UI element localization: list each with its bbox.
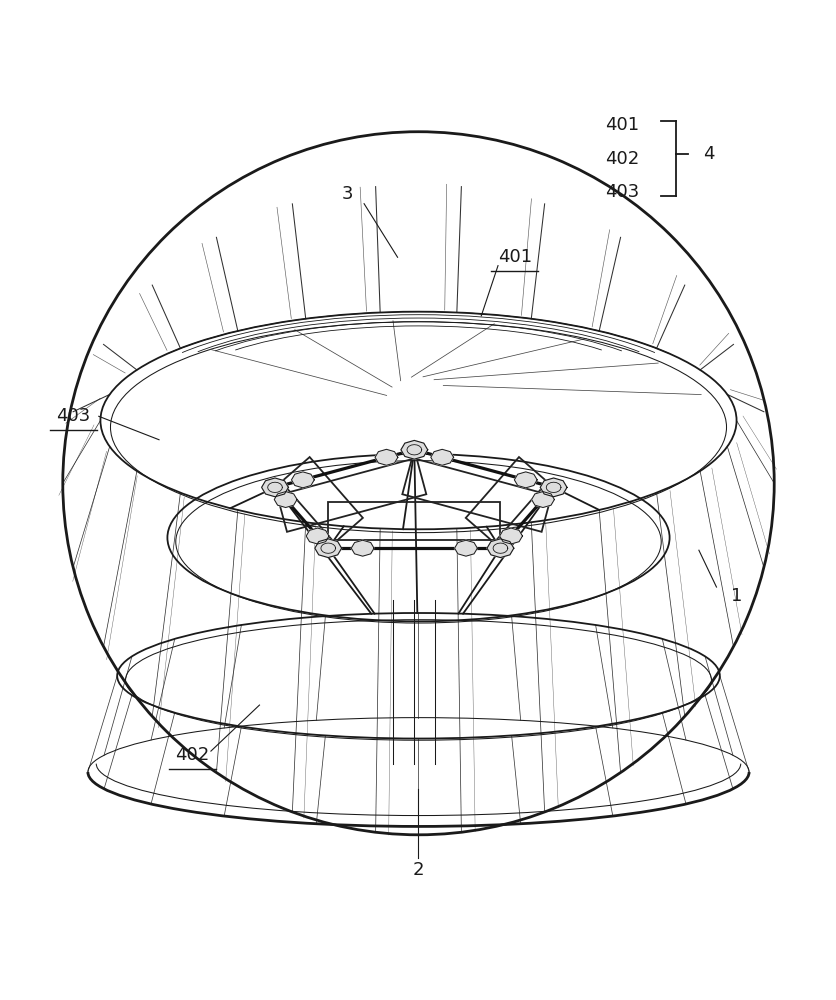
Polygon shape bbox=[400, 440, 427, 459]
Text: 401: 401 bbox=[497, 248, 531, 266]
Text: 401: 401 bbox=[604, 116, 638, 134]
Text: 403: 403 bbox=[604, 183, 638, 201]
Polygon shape bbox=[306, 528, 329, 544]
Polygon shape bbox=[531, 492, 553, 508]
Text: 402: 402 bbox=[176, 746, 209, 764]
Polygon shape bbox=[499, 528, 522, 544]
Polygon shape bbox=[375, 449, 397, 465]
Polygon shape bbox=[314, 539, 341, 558]
Polygon shape bbox=[454, 540, 477, 556]
Polygon shape bbox=[274, 492, 297, 508]
Polygon shape bbox=[539, 478, 566, 497]
Text: 1: 1 bbox=[730, 587, 742, 605]
Polygon shape bbox=[487, 539, 513, 558]
Text: 403: 403 bbox=[57, 407, 90, 425]
Polygon shape bbox=[431, 449, 453, 465]
Text: 4: 4 bbox=[702, 145, 714, 163]
Text: 402: 402 bbox=[604, 150, 638, 168]
Text: 2: 2 bbox=[412, 861, 424, 879]
Polygon shape bbox=[351, 540, 374, 556]
Polygon shape bbox=[291, 472, 314, 488]
Text: 3: 3 bbox=[341, 185, 353, 203]
Polygon shape bbox=[262, 478, 288, 497]
Polygon shape bbox=[514, 472, 537, 488]
